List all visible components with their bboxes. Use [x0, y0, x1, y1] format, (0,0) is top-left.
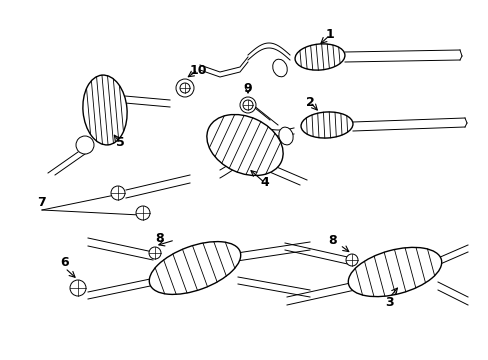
Ellipse shape — [82, 75, 127, 145]
Text: 7: 7 — [38, 197, 46, 210]
Ellipse shape — [272, 59, 286, 77]
Ellipse shape — [278, 127, 292, 145]
Circle shape — [240, 97, 256, 113]
Text: 3: 3 — [385, 296, 393, 309]
Circle shape — [136, 206, 150, 220]
Text: 10: 10 — [189, 63, 206, 77]
Circle shape — [149, 247, 161, 259]
Ellipse shape — [149, 242, 240, 294]
Text: 5: 5 — [115, 136, 124, 149]
Text: 9: 9 — [243, 81, 252, 94]
Text: 8: 8 — [328, 234, 337, 247]
Ellipse shape — [206, 114, 283, 175]
Text: 1: 1 — [325, 28, 334, 41]
Text: 8: 8 — [155, 231, 164, 244]
Circle shape — [70, 280, 86, 296]
Ellipse shape — [301, 112, 352, 138]
Text: 2: 2 — [305, 95, 314, 108]
Circle shape — [180, 83, 190, 93]
Circle shape — [76, 136, 94, 154]
Circle shape — [243, 100, 252, 110]
Circle shape — [176, 79, 194, 97]
Circle shape — [242, 137, 258, 153]
Circle shape — [346, 254, 357, 266]
Text: 4: 4 — [260, 176, 269, 189]
Ellipse shape — [294, 44, 344, 70]
Text: 6: 6 — [61, 256, 69, 269]
Circle shape — [111, 186, 125, 200]
Ellipse shape — [347, 247, 441, 297]
